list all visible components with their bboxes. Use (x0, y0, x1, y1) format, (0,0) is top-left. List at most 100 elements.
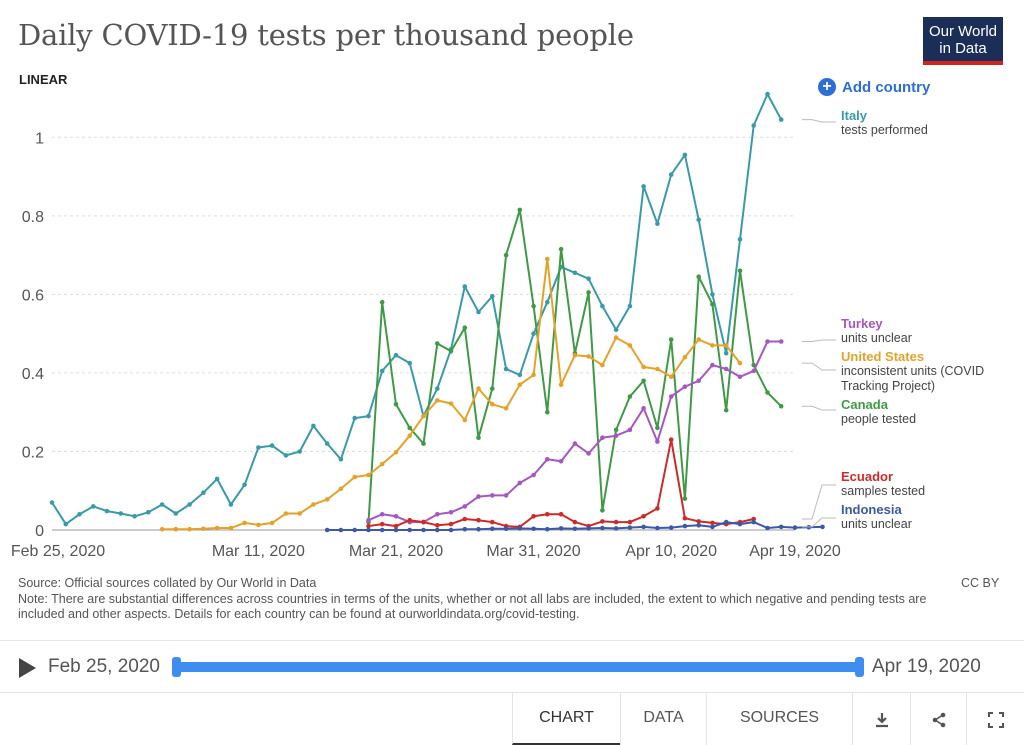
data-point (710, 292, 715, 297)
data-point (366, 523, 371, 529)
data-point (765, 91, 770, 97)
data-point (490, 519, 495, 525)
data-point (558, 246, 564, 252)
data-point (462, 516, 468, 522)
data-point (586, 276, 591, 282)
tab-chart[interactable]: CHART (512, 693, 620, 745)
timeline-slider-track[interactable] (176, 662, 860, 672)
data-point (682, 354, 688, 360)
data-point (710, 301, 715, 307)
data-point (187, 502, 192, 507)
legend-description: units unclear (841, 517, 912, 531)
data-point (324, 527, 330, 533)
data-point (462, 417, 468, 423)
chart-footer: Source: Official sources collated by Our… (18, 576, 958, 623)
series-line-united-states (162, 258, 741, 531)
data-point (737, 268, 743, 274)
data-point (462, 504, 468, 509)
data-point (613, 526, 619, 531)
data-point (435, 341, 440, 346)
data-point (187, 526, 192, 532)
data-point (668, 337, 674, 342)
owid-logo[interactable]: Our World in Data (923, 17, 1003, 65)
data-point (723, 407, 729, 413)
data-point (558, 382, 564, 388)
data-point (572, 526, 578, 532)
legend-item-ecuador[interactable]: Ecuador samples tested (841, 469, 1006, 499)
data-point (448, 521, 454, 527)
data-point (627, 525, 633, 530)
legend-name: Canada (841, 397, 888, 412)
tab-data[interactable]: DATA (620, 693, 706, 745)
data-point (710, 343, 715, 348)
logo-line-2: in Data (939, 40, 987, 57)
data-point (324, 441, 330, 446)
data-point (228, 525, 234, 531)
download-icon[interactable] (852, 693, 910, 745)
fullscreen-icon[interactable] (966, 693, 1024, 745)
data-point (696, 337, 701, 342)
legend-item-turkey[interactable]: Turkey units unclear (841, 316, 1006, 346)
data-point (421, 527, 426, 533)
data-point (600, 508, 605, 513)
data-point (476, 435, 481, 441)
data-point (531, 372, 536, 378)
data-point (723, 351, 729, 356)
data-point (558, 512, 564, 517)
x-tick-label: Apr 19, 2020 (749, 543, 841, 560)
legend-item-indonesia[interactable]: Indonesia units unclear (841, 502, 1006, 532)
data-point (723, 366, 729, 372)
legend-description: units unclear (841, 331, 912, 345)
note-text: Note: There are substantial differences … (18, 591, 927, 622)
data-point (641, 406, 646, 411)
x-tick-label: Mar 11, 2020 (212, 543, 305, 560)
legend-description: people tested (841, 412, 917, 426)
data-point (379, 512, 385, 517)
x-tick-label: Mar 21, 2020 (349, 543, 443, 560)
data-point (545, 409, 550, 415)
legend-item-canada[interactable]: Canada people tested (841, 397, 1006, 427)
data-point (682, 523, 688, 529)
legend-item-united-states[interactable]: United States inconsistent units (COVID T… (841, 349, 1006, 394)
data-point (600, 435, 605, 441)
add-country-button[interactable]: + Add country (818, 78, 930, 96)
legend-name: United States (841, 349, 925, 364)
legend-name: Turkey (841, 316, 883, 331)
data-point (737, 237, 743, 242)
data-point (435, 398, 440, 403)
data-point (737, 360, 743, 366)
tab-sources[interactable]: SOURCES (706, 693, 852, 745)
data-point (531, 331, 536, 336)
data-point (366, 527, 371, 533)
timeline-start-handle[interactable] (172, 657, 181, 677)
data-point (613, 335, 619, 340)
data-point (256, 445, 261, 450)
data-point (476, 517, 481, 523)
scale-toggle-button[interactable]: LINEAR (19, 72, 68, 87)
legend-leader-line (802, 405, 836, 411)
timeline-end-handle[interactable] (855, 657, 864, 677)
license-text[interactable]: CC BY (961, 576, 1000, 590)
data-point (710, 524, 715, 530)
data-point (737, 521, 743, 527)
share-icon[interactable] (910, 693, 966, 745)
data-point (682, 515, 688, 521)
data-point (407, 517, 413, 523)
line-chart: 0 0.2 0.4 0.6 0.8 1 Feb 25, 2020 Mar 11, 2020 Ma… (11, 91, 841, 560)
data-point (531, 303, 536, 309)
data-point (586, 354, 591, 359)
play-icon[interactable] (19, 658, 36, 678)
data-point (627, 394, 633, 399)
data-point (655, 525, 660, 531)
data-point (765, 390, 770, 395)
data-point (91, 504, 96, 509)
legend-leader-line (802, 119, 836, 123)
data-point (338, 527, 344, 533)
data-point (201, 526, 206, 532)
data-point (503, 252, 509, 258)
data-point (765, 339, 770, 344)
data-point (366, 413, 371, 419)
data-point (751, 123, 756, 128)
x-tick-label: Mar 31, 2020 (486, 543, 580, 560)
legend-item-italy[interactable]: Italy tests performed (841, 108, 1006, 138)
